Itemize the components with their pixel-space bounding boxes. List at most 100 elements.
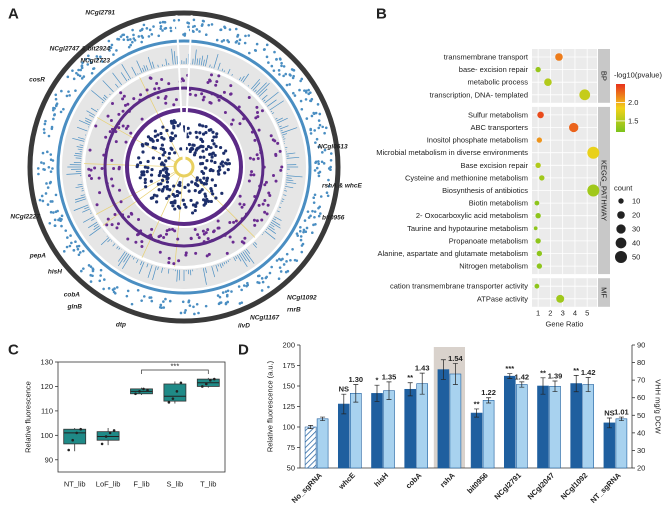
ring-bar (171, 48, 174, 65)
ring-dot (198, 155, 203, 159)
ring-dot (182, 202, 187, 207)
gene-label: glnB (67, 304, 83, 311)
ring-dot (133, 38, 137, 42)
ring-dot (80, 269, 83, 273)
point (75, 431, 78, 435)
dot (555, 53, 563, 61)
ring-dot (196, 233, 200, 237)
ring-dot (321, 125, 324, 129)
ring-dot (206, 237, 210, 241)
ring-dot (54, 93, 58, 97)
dot (536, 250, 543, 257)
ring-dot (158, 305, 162, 309)
ring-bar (147, 56, 153, 70)
ring-dot (190, 180, 194, 184)
ring-dot (317, 171, 320, 175)
ring-dot (108, 130, 112, 134)
ring-dot (163, 96, 167, 100)
y2-tick-label: 80 (637, 358, 645, 367)
ring-dot (215, 38, 219, 42)
ring-bar (245, 248, 251, 254)
ring-dot (252, 157, 256, 161)
ring-bar (205, 54, 209, 67)
ring-dot (201, 23, 204, 26)
ring-dot (242, 241, 246, 245)
ring-dot (314, 111, 318, 115)
ring-dot (280, 61, 283, 65)
ring-dot (192, 143, 196, 147)
ring-dot (53, 224, 57, 228)
ring-dot (210, 178, 214, 182)
ring-dot (122, 38, 126, 41)
ring-dot (43, 168, 46, 171)
ring-dot (198, 30, 201, 33)
ring-bar (252, 243, 257, 248)
ring-dot (254, 49, 258, 52)
ring-dot (238, 202, 242, 206)
ring-bar (77, 183, 83, 186)
ring-dot (150, 167, 154, 172)
ring-dot (60, 224, 63, 228)
ring-dot (173, 207, 177, 211)
ring-dot (279, 168, 283, 172)
ring-dot (195, 135, 199, 139)
ring-dot (152, 193, 157, 197)
ring-dot (88, 148, 92, 152)
ring-dot (95, 55, 99, 58)
ring-dot (57, 218, 60, 222)
gene-label: NCgl2227 (10, 214, 40, 221)
ring-dot (275, 57, 278, 61)
ring-dot (90, 71, 94, 75)
ring-dot (247, 179, 251, 183)
facet-label: MF (600, 287, 609, 298)
ring-bar (77, 148, 83, 151)
ring-bar (102, 96, 107, 100)
ring-bar (131, 256, 133, 258)
bar (404, 388, 417, 469)
ring-dot (313, 129, 316, 132)
ring-dot (204, 147, 209, 151)
ring-bar (73, 204, 89, 211)
point (201, 385, 204, 388)
error-bar (519, 381, 525, 388)
term-label: Taurine and hypotaurine metabolism (407, 224, 528, 233)
ring-dot (314, 141, 317, 144)
ring-dot (72, 77, 76, 81)
ring-dot (255, 153, 259, 157)
ring-dot (195, 147, 199, 151)
ring-bar (117, 252, 128, 267)
ring-dot (247, 95, 251, 99)
ring-bar (138, 261, 145, 274)
ring-dot (87, 264, 91, 267)
fold-label: 1.30 (348, 375, 363, 384)
ring-dot (311, 209, 314, 213)
ring-dot (207, 252, 211, 256)
ring-dot (126, 289, 130, 293)
ring-bar (281, 198, 285, 200)
ring-gap (175, 15, 185, 168)
ring-dot (293, 94, 297, 97)
ring-dot (173, 120, 177, 125)
ring-dot (218, 295, 222, 299)
ring-dot (257, 128, 261, 132)
ring-dot (186, 21, 189, 25)
y-tick-label: 120 (40, 382, 53, 391)
ring-dot (229, 84, 233, 88)
dot (534, 200, 540, 206)
significance: NS (339, 385, 349, 394)
ring-dot (235, 40, 239, 43)
ring-bar (205, 267, 207, 274)
error-bar (353, 384, 359, 403)
ring-dot (173, 151, 177, 155)
ring-dot (209, 199, 213, 204)
ring-bar (267, 227, 276, 234)
ring-dot (161, 153, 165, 157)
ring-bar (285, 181, 297, 184)
ring-dot (202, 176, 206, 180)
ring-bar (85, 117, 92, 122)
error-bar (440, 359, 446, 380)
ring-dot (162, 163, 166, 167)
ring-dot (147, 35, 151, 38)
ring-dot (153, 87, 157, 91)
ring-dot (43, 122, 47, 126)
